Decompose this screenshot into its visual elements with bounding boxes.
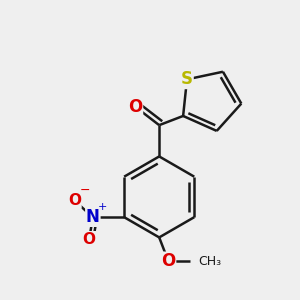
Text: S: S (181, 70, 193, 88)
Text: O: O (68, 193, 81, 208)
Text: −: − (80, 184, 90, 197)
Text: +: + (98, 202, 107, 212)
Text: N: N (86, 208, 100, 226)
Text: CH₃: CH₃ (198, 255, 221, 268)
Text: O: O (83, 232, 96, 247)
Text: O: O (161, 252, 176, 270)
Text: O: O (128, 98, 142, 116)
